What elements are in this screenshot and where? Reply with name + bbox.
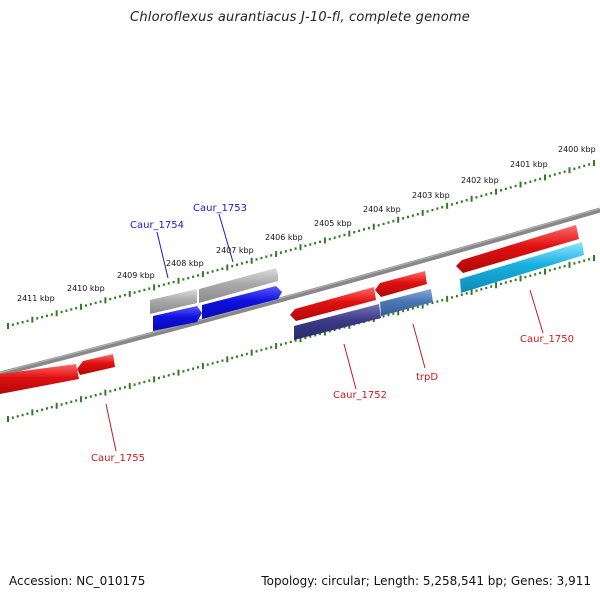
scale-label: 2404 kbp [363, 205, 401, 214]
scale-label: 2403 kbp [412, 191, 450, 200]
plus-strand-genes [150, 268, 282, 331]
scale-label: 2408 kbp [166, 259, 204, 268]
scale-label: 2409 kbp [117, 271, 155, 280]
scale-label: 2406 kbp [265, 233, 303, 242]
gene-label-trpD[interactable]: trpD [416, 372, 438, 383]
upper-scale-ruler [8, 160, 594, 329]
scale-labels: 2411 kbp 2410 kbp 2409 kbp 2408 kbp 2407… [17, 145, 596, 303]
leader-line-caur1752 [344, 344, 356, 389]
leader-line-caur1750 [530, 290, 543, 333]
scale-label: 2400 kbp [558, 145, 596, 154]
gene-label-caur1753[interactable]: Caur_1753 [193, 203, 247, 214]
leader-line-trpD [413, 324, 425, 368]
accession-text: Accession: NC_010175 [9, 574, 145, 588]
scale-label: 2401 kbp [510, 160, 548, 169]
lower-scale-ruler [8, 255, 594, 422]
scale-label: 2411 kbp [17, 294, 55, 303]
summary-text: Topology: circular; Length: 5,258,541 bp… [261, 574, 591, 588]
scale-label: 2410 kbp [67, 284, 105, 293]
scale-label: 2405 kbp [314, 219, 352, 228]
gene-label-caur1755[interactable]: Caur_1755 [91, 453, 145, 464]
gene-arrow-red-caur1755b[interactable] [77, 354, 115, 375]
gene-label-caur1752[interactable]: Caur_1752 [333, 390, 387, 401]
gene-label-caur1754[interactable]: Caur_1754 [130, 220, 184, 231]
leader-line-caur1755 [106, 404, 116, 451]
minus-strand-genes [0, 225, 584, 394]
scale-label: 2407 kbp [216, 246, 254, 255]
leader-line-caur1754 [157, 232, 168, 278]
gene-label-caur1750[interactable]: Caur_1750 [520, 334, 574, 345]
scale-label: 2402 kbp [461, 176, 499, 185]
